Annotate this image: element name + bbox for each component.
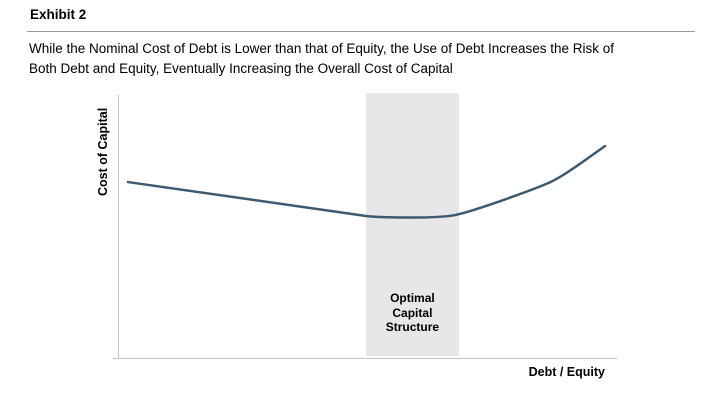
y-axis-line <box>118 95 119 358</box>
cost-of-capital-curve <box>126 144 607 219</box>
title-divider <box>27 31 695 32</box>
subtitle-line-1: While the Nominal Cost of Debt is Lower … <box>29 41 615 56</box>
y-axis-label: Cost of Capital <box>96 107 110 196</box>
x-axis-line <box>113 358 617 359</box>
exhibit-title: Exhibit 2 <box>30 7 87 22</box>
subtitle-line-2: Both Debt and Equity, Eventually Increas… <box>29 61 453 76</box>
figure-subtitle: While the Nominal Cost of Debt is Lower … <box>29 39 614 79</box>
optimal-band-label: Optimal Capital Structure <box>385 291 440 334</box>
x-axis-label: Debt / Equity <box>528 365 605 379</box>
optimal-capital-structure-band <box>366 93 459 356</box>
